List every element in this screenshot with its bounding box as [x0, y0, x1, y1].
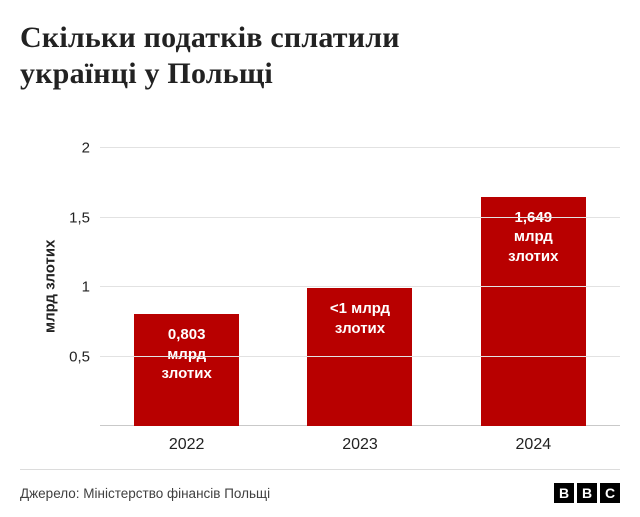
page-title: Скільки податків сплатили українці у Пол…: [20, 21, 400, 90]
y-axis-tick-label: 0,5: [69, 348, 90, 365]
y-axis-title: млрд злотих: [41, 239, 59, 333]
plot-area: млрд злотих 0,803 млрд злотих <1 млрд зло…: [42, 140, 620, 426]
x-axis-tick-label: 2023: [342, 436, 378, 453]
bbc-logo-letter: C: [600, 483, 620, 503]
bbc-logo-letter: B: [554, 483, 574, 503]
x-axis-tick-label: 2022: [168, 436, 205, 453]
gridline: [100, 216, 620, 218]
bar-value-label: 1,649 млрд злотих: [508, 208, 559, 265]
y-axis-tick-label: 1,5: [69, 209, 90, 226]
bar-2024: 1,649 млрд злотих: [480, 196, 586, 426]
bar-2023: <1 млрд злотих: [307, 288, 413, 426]
gridline: [100, 355, 620, 357]
y-axis-tick-label: 2: [81, 139, 90, 157]
bar-value-label: 0,803 млрд злотих: [161, 326, 212, 383]
bars-row: 0,803 млрд злотих <1 млрд злотих 1,649 млр…: [100, 148, 620, 426]
gridline: [100, 286, 620, 287]
bbc-logo-letter: B: [577, 483, 597, 503]
gridline: [100, 147, 620, 148]
bar-value-label: <1 млрд злотих: [329, 300, 391, 337]
bar-2022: 0,803 млрд злотих: [134, 314, 240, 426]
x-axis-tick-label: 2024: [515, 436, 552, 453]
x-axis-labels: 2022 2023 2024: [100, 436, 620, 454]
y-axis-tick-label: 1: [81, 278, 90, 296]
footer-divider: [20, 469, 620, 470]
source-credit: Джерело: Міністерство фінансів Польщі: [20, 485, 271, 501]
